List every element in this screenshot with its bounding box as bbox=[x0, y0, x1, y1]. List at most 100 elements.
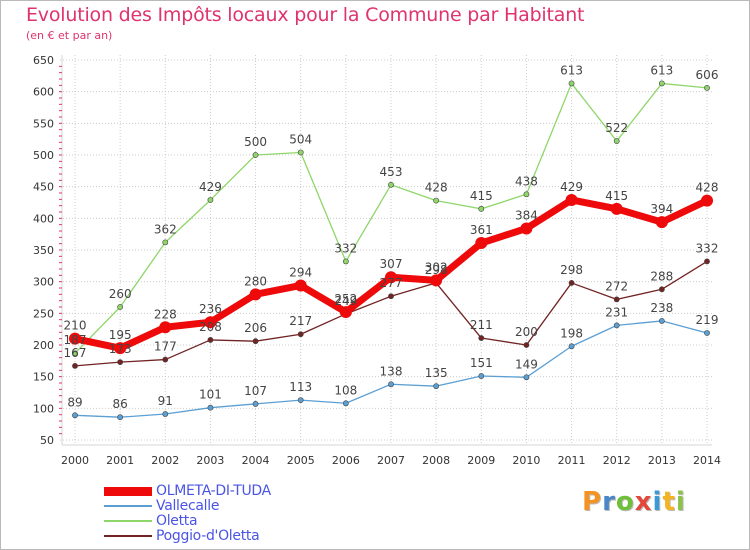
data-point-vallecalle bbox=[342, 400, 349, 407]
y-tick-label: 350 bbox=[33, 244, 54, 257]
data-label-poggio-d-oletta: 173 bbox=[109, 342, 132, 356]
data-point-vallecalle bbox=[162, 411, 169, 417]
data-point-oletta bbox=[207, 197, 214, 203]
legend-label: Vallecalle bbox=[156, 498, 220, 514]
y-tick-label: 500 bbox=[33, 149, 54, 162]
y-tick-label: 650 bbox=[33, 54, 54, 67]
data-point-olmeta-di-tuda bbox=[475, 237, 488, 250]
x-tick-label: 2007 bbox=[377, 454, 405, 467]
data-point-olmeta-di-tuda bbox=[204, 316, 217, 329]
data-label-oletta: 415 bbox=[470, 189, 493, 203]
data-label-olmeta-di-tuda: 236 bbox=[199, 302, 222, 316]
data-label-poggio-d-oletta: 272 bbox=[605, 279, 628, 293]
data-point-oletta bbox=[297, 149, 304, 156]
data-point-oletta bbox=[613, 138, 620, 144]
x-tick-label: 2008 bbox=[422, 454, 450, 467]
data-point-olmeta-di-tuda bbox=[114, 342, 127, 355]
data-point-olmeta-di-tuda bbox=[520, 222, 533, 235]
logo-letter: i bbox=[652, 487, 663, 517]
data-point-vallecalle bbox=[297, 397, 304, 403]
x-tick-label: 2000 bbox=[61, 454, 89, 467]
data-point-poggio-d-oletta bbox=[388, 293, 394, 300]
x-tick-label: 2005 bbox=[287, 454, 315, 467]
data-label-vallecalle: 107 bbox=[244, 384, 267, 398]
data-point-vallecalle bbox=[478, 373, 485, 379]
data-label-vallecalle: 135 bbox=[425, 366, 448, 380]
data-label-vallecalle: 219 bbox=[696, 313, 719, 327]
data-label-poggio-d-oletta: 332 bbox=[696, 241, 719, 255]
data-label-oletta: 522 bbox=[605, 121, 628, 135]
data-label-oletta: 332 bbox=[334, 241, 357, 255]
x-tick-label: 2012 bbox=[603, 454, 631, 467]
data-label-oletta: 606 bbox=[696, 68, 719, 82]
data-label-poggio-d-oletta: 288 bbox=[650, 269, 673, 283]
data-point-poggio-d-oletta bbox=[297, 331, 304, 338]
data-point-oletta bbox=[658, 80, 665, 87]
data-label-oletta: 500 bbox=[244, 135, 267, 149]
data-label-olmeta-di-tuda: 394 bbox=[650, 202, 673, 216]
data-point-oletta bbox=[433, 197, 440, 204]
data-label-vallecalle: 101 bbox=[199, 388, 222, 402]
logo-letter: x bbox=[634, 487, 653, 517]
data-label-vallecalle: 89 bbox=[67, 395, 82, 409]
data-label-oletta: 438 bbox=[515, 174, 538, 188]
data-point-poggio-d-oletta bbox=[658, 286, 665, 293]
data-label-vallecalle: 231 bbox=[605, 305, 628, 319]
data-point-vallecalle bbox=[523, 374, 530, 381]
data-point-vallecalle bbox=[568, 343, 575, 350]
y-tick-label: 600 bbox=[33, 86, 54, 99]
data-label-oletta: 429 bbox=[199, 180, 222, 194]
x-tick-label: 2011 bbox=[558, 454, 586, 467]
x-tick-label: 2010 bbox=[512, 454, 540, 467]
y-tick-label: 50 bbox=[40, 434, 54, 447]
logo-letter: r bbox=[602, 487, 616, 517]
data-label-poggio-d-oletta: 206 bbox=[244, 321, 267, 335]
data-point-olmeta-di-tuda bbox=[701, 194, 713, 207]
data-label-olmeta-di-tuda: 428 bbox=[696, 181, 719, 195]
y-tick-label: 450 bbox=[33, 181, 54, 194]
legend-swatch bbox=[104, 486, 152, 496]
data-point-olmeta-di-tuda bbox=[339, 306, 352, 319]
data-label-vallecalle: 151 bbox=[470, 356, 493, 370]
data-label-poggio-d-oletta: 298 bbox=[560, 263, 583, 277]
data-point-vallecalle bbox=[117, 414, 124, 421]
data-label-vallecalle: 108 bbox=[334, 383, 357, 397]
data-label-vallecalle: 238 bbox=[650, 301, 673, 315]
data-label-poggio-d-oletta: 277 bbox=[380, 276, 403, 290]
proxiti-logo: Proxiti bbox=[582, 487, 686, 517]
data-label-poggio-d-oletta: 177 bbox=[154, 340, 177, 354]
data-point-poggio-d-oletta bbox=[72, 362, 78, 369]
data-label-olmeta-di-tuda: 252 bbox=[334, 292, 357, 306]
data-point-poggio-d-oletta bbox=[117, 359, 124, 365]
data-point-oletta bbox=[704, 84, 710, 91]
data-label-vallecalle: 113 bbox=[289, 380, 312, 394]
data-point-oletta bbox=[117, 304, 124, 310]
data-label-oletta: 504 bbox=[289, 132, 312, 146]
data-point-olmeta-di-tuda bbox=[655, 216, 668, 229]
data-point-vallecalle bbox=[704, 330, 710, 336]
data-point-oletta bbox=[342, 258, 349, 265]
y-tick-label: 250 bbox=[33, 307, 54, 320]
data-point-vallecalle bbox=[613, 322, 620, 329]
x-tick-label: 2001 bbox=[106, 454, 134, 467]
data-point-oletta bbox=[388, 181, 394, 188]
data-label-olmeta-di-tuda: 307 bbox=[380, 257, 403, 271]
data-point-olmeta-di-tuda bbox=[159, 321, 172, 334]
data-point-oletta bbox=[478, 205, 485, 212]
data-point-poggio-d-oletta bbox=[162, 356, 169, 363]
legend-label: Oletta bbox=[156, 513, 198, 529]
x-tick-label: 2014 bbox=[693, 454, 721, 467]
data-point-vallecalle bbox=[658, 318, 665, 324]
data-point-olmeta-di-tuda bbox=[430, 274, 443, 287]
data-point-poggio-d-oletta bbox=[523, 342, 530, 348]
logo-letter: o bbox=[615, 487, 635, 517]
data-label-oletta: 187 bbox=[64, 333, 87, 347]
x-tick-label: 2003 bbox=[196, 454, 224, 467]
x-tick-label: 2002 bbox=[151, 454, 179, 467]
y-tick-label: 300 bbox=[33, 276, 54, 289]
data-point-poggio-d-oletta bbox=[478, 335, 485, 341]
data-label-vallecalle: 91 bbox=[158, 394, 173, 408]
y-tick-label: 100 bbox=[33, 402, 54, 415]
data-label-olmeta-di-tuda: 210 bbox=[64, 319, 87, 333]
data-point-poggio-d-oletta bbox=[207, 337, 214, 343]
